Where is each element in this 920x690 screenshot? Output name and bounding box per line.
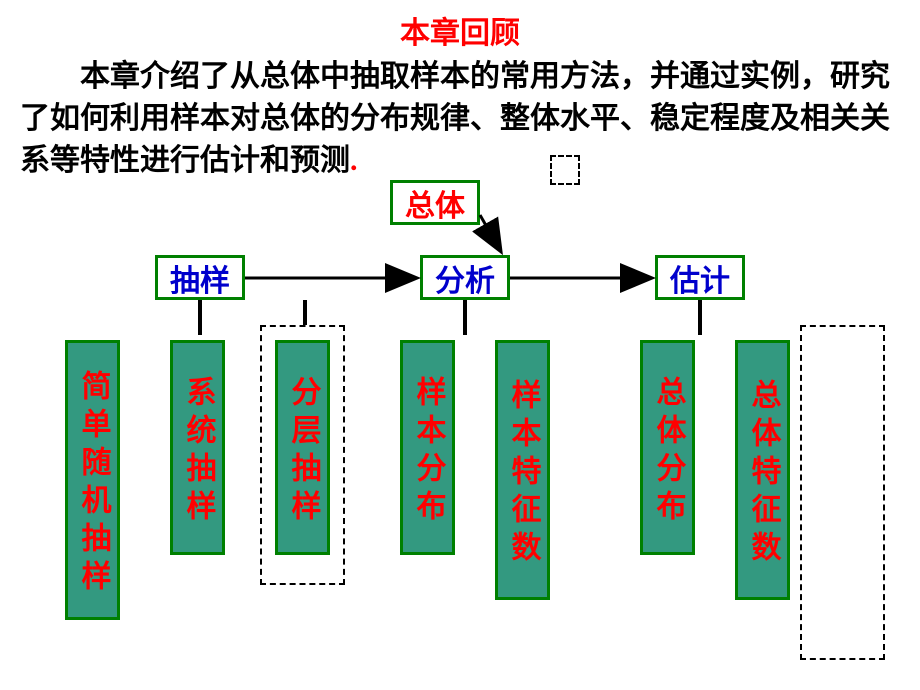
node-sample-label: 抽样 [170, 256, 230, 300]
node-analyze-label: 分析 [435, 256, 495, 300]
node-leaf6: 总体分布 [640, 340, 695, 555]
node-leaf5-label: 样本特征数 [501, 379, 545, 569]
node-estimate-label: 估计 [670, 256, 730, 300]
node-total: 总体 [390, 180, 480, 225]
page-title: 本章回顾 [0, 0, 920, 52]
node-leaf4: 样本分布 [400, 340, 455, 555]
intro-paragraph: 本章介绍了从总体中抽取样本的常用方法，并通过实例，研究了如何利用样本对总体的分布… [0, 52, 920, 182]
title-text: 本章回顾 [400, 17, 520, 50]
intro-text: 本章介绍了从总体中抽取样本的常用方法，并通过实例，研究了如何利用样本对总体的分布… [20, 60, 890, 177]
dashed-frame-3 [550, 155, 580, 185]
node-leaf1-label: 简单随机抽样 [71, 370, 115, 598]
node-leaf7-label: 总体特征数 [741, 379, 785, 569]
node-leaf2-label: 系统抽样 [176, 376, 220, 528]
node-total-label: 总体 [405, 181, 465, 225]
dashed-frame-2 [800, 325, 885, 660]
node-sample: 抽样 [155, 255, 245, 300]
node-leaf3-label: 分层抽样 [281, 376, 325, 528]
node-leaf2: 系统抽样 [170, 340, 225, 555]
node-leaf3: 分层抽样 [275, 340, 330, 555]
intro-period: . [350, 144, 358, 177]
node-leaf1: 简单随机抽样 [65, 340, 120, 620]
node-leaf7: 总体特征数 [735, 340, 790, 600]
node-estimate: 估计 [655, 255, 745, 300]
node-leaf6-label: 总体分布 [646, 376, 690, 528]
node-leaf5: 样本特征数 [495, 340, 550, 600]
node-analyze: 分析 [420, 255, 510, 300]
node-leaf4-label: 样本分布 [406, 376, 450, 528]
